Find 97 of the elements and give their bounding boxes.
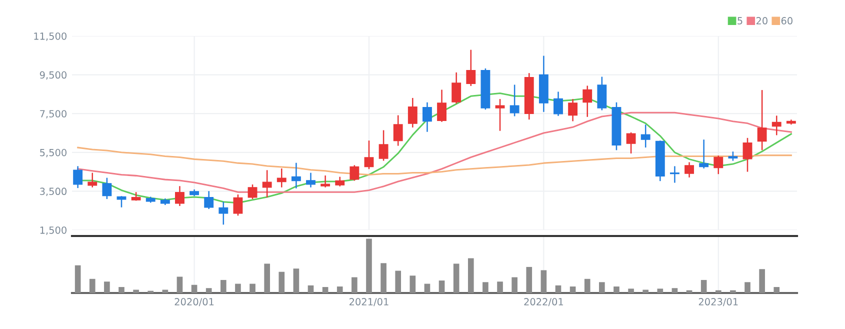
bar: [672, 288, 678, 293]
bar: [133, 290, 139, 293]
candlestick: [378, 130, 388, 161]
bar: [497, 282, 503, 293]
candlestick: [422, 102, 432, 132]
candlestick: [554, 92, 563, 116]
candlestick: [452, 72, 462, 104]
bar: [540, 270, 547, 293]
bar: [657, 288, 664, 293]
candlestick: [495, 99, 505, 131]
bar: [308, 285, 314, 293]
candlestick: [88, 172, 98, 188]
bar: [438, 280, 445, 293]
bar: [424, 284, 430, 293]
y-tick-label: 1,500: [40, 226, 66, 235]
bar: [366, 238, 372, 293]
candlestick: [393, 115, 403, 146]
bar: [584, 278, 590, 293]
bar: [293, 268, 300, 293]
bar: [512, 277, 518, 293]
candlestick: [408, 98, 418, 128]
bar: [89, 278, 96, 293]
candlestick: [350, 165, 360, 181]
bar: [730, 290, 736, 293]
bar: [599, 282, 605, 293]
y-tick-label: 5,500: [40, 148, 66, 158]
x-tick-label: 2022/01: [524, 298, 563, 306]
candlestick: [233, 194, 243, 216]
bar: [614, 286, 620, 293]
candlestick: [699, 140, 709, 168]
candlestick: [306, 172, 316, 188]
candlestick: [742, 138, 752, 172]
y-tick-label: 7,500: [40, 110, 66, 118]
bar: [744, 282, 750, 293]
legend-label: 60: [781, 17, 792, 24]
bar: [555, 285, 562, 293]
candlestick: [684, 162, 694, 178]
bar: [642, 290, 649, 293]
bar: [206, 288, 212, 293]
candlestick: [597, 76, 607, 110]
bar: [453, 264, 460, 293]
legend-label: 20: [756, 17, 768, 24]
bar: [191, 284, 198, 293]
bar: [700, 280, 707, 293]
candlestick: [714, 156, 724, 174]
bar: [570, 286, 576, 293]
bar: [162, 290, 168, 293]
candlestick: [276, 168, 286, 188]
bar: [104, 282, 110, 293]
candlestick: [582, 86, 592, 117]
candlestick: [626, 132, 636, 154]
candlestick: [640, 124, 650, 148]
bar: [410, 276, 416, 293]
bar: [220, 280, 226, 293]
bar: [352, 277, 358, 293]
candlestick: [262, 170, 272, 198]
candlestick: [291, 162, 301, 188]
candlestick: [204, 191, 214, 209]
bar: [74, 265, 81, 293]
candlestick: [320, 175, 330, 188]
candlestick: [510, 84, 520, 116]
candlestick: [670, 166, 680, 183]
candlestick: [218, 202, 228, 225]
bar: [759, 269, 765, 293]
bar: [482, 282, 488, 293]
bar: [380, 263, 386, 293]
x-tick-label: 2021/01: [350, 298, 388, 306]
y-tick-label: 9,500: [40, 71, 66, 80]
bar: [118, 287, 124, 293]
bar: [264, 264, 270, 293]
candlestick: [102, 178, 112, 200]
x-tick-label: 2020/01: [174, 298, 214, 306]
bar: [322, 287, 328, 293]
bar: [235, 284, 241, 293]
bar: [250, 284, 256, 293]
bar: [774, 287, 780, 293]
candlestick: [568, 99, 578, 122]
candlestick: [175, 186, 184, 206]
candlestick: [437, 90, 446, 122]
candlestick: [466, 50, 476, 86]
bar: [278, 272, 285, 293]
legend-label: 5: [738, 17, 742, 24]
bar: [468, 258, 474, 293]
x-tick-label: 2023/01: [698, 298, 738, 306]
candlestick: [772, 116, 782, 136]
y-tick-label: 11,500: [34, 32, 66, 41]
bar: [715, 290, 722, 293]
bar: [628, 288, 634, 293]
y-tick-label: 3,500: [40, 188, 66, 196]
candlestick: [757, 90, 767, 150]
bar: [395, 270, 402, 293]
candlestick: [248, 184, 258, 200]
bar: [526, 266, 532, 293]
candlestick: [73, 166, 83, 188]
candlestick: [364, 140, 374, 170]
bar: [176, 276, 183, 293]
bar: [336, 286, 343, 293]
